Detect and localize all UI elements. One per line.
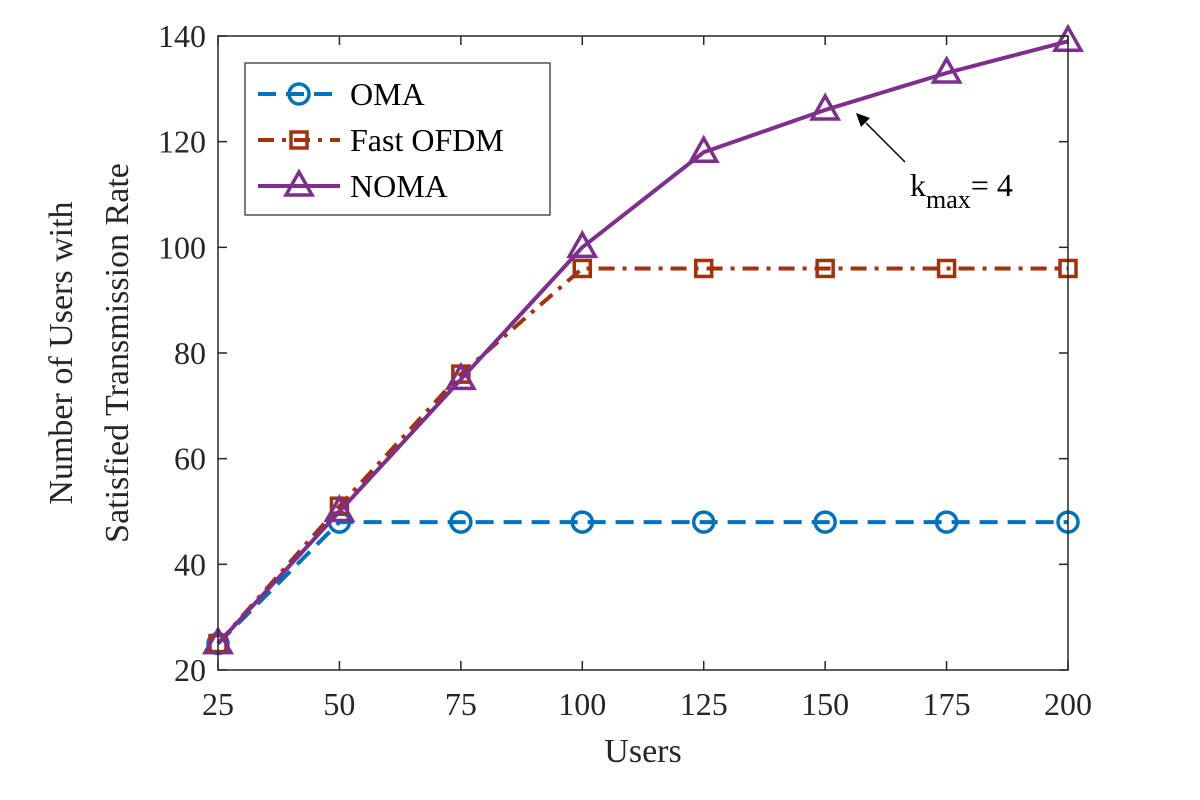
- data-point-oma: [449, 510, 473, 534]
- legend: OMA Fast OFDM NOMA: [244, 62, 551, 216]
- annotation-arrow-line: [865, 122, 906, 163]
- data-point-oma: [691, 510, 716, 534]
- data-point-oma: [934, 510, 959, 534]
- x-tick-label: 150: [801, 686, 849, 722]
- x-tick-label: 200: [1044, 686, 1092, 722]
- x-tick-label: 125: [680, 686, 728, 722]
- x-tick-label: 50: [323, 686, 355, 722]
- y-tick-label: 20: [174, 652, 206, 688]
- annotation-label: kmax= 4: [910, 167, 1013, 214]
- annotation-sub: max: [926, 185, 971, 214]
- y-tick-label: 60: [174, 441, 206, 477]
- legend-label: NOMA: [350, 168, 448, 204]
- data-point-fast-ofdm: [815, 258, 835, 279]
- series-noma: [202, 23, 1084, 655]
- legend-swatch-marker: [283, 168, 315, 197]
- ticks-layer: 25 50 75 100 125 150 175 200 20 40 60 80 100 120 140: [158, 18, 1092, 722]
- data-point-fast-ofdm: [572, 258, 593, 279]
- data-point-fast-ofdm: [693, 258, 714, 279]
- data-point-noma: [930, 55, 963, 84]
- x-tick-label: 100: [558, 686, 606, 722]
- annotation-k: k: [910, 167, 926, 203]
- data-point-fast-ofdm: [936, 258, 957, 279]
- data-point-oma: [813, 510, 837, 534]
- series-line-noma: [216, 39, 1069, 645]
- data-point-noma: [323, 493, 356, 523]
- y-axis-title-line1: Number of Users with: [43, 201, 80, 504]
- x-axis-title: Users: [604, 733, 681, 770]
- series-line-oma: [216, 520, 1068, 645]
- data-point-oma: [570, 510, 595, 534]
- data-point-noma: [809, 92, 842, 121]
- x-tick-label: 25: [202, 686, 234, 722]
- y-tick-label: 80: [174, 335, 206, 371]
- y-tick-label: 100: [158, 229, 206, 265]
- data-point-noma: [566, 229, 599, 259]
- x-tick-label: 175: [923, 686, 971, 722]
- data-point-noma: [687, 134, 720, 163]
- legend-swatch-marker: [289, 130, 309, 150]
- series-line-fast-ofdm: [216, 266, 1068, 645]
- data-point-noma: [444, 361, 477, 391]
- legend-swatch-marker: [287, 82, 311, 106]
- legend-item-fast-ofdm: Fast OFDM: [258, 122, 504, 158]
- x-tick-label: 75: [445, 686, 477, 722]
- legend-label: OMA: [350, 76, 425, 112]
- annotation: kmax= 4: [856, 113, 1013, 214]
- legend-item-noma: NOMA: [258, 168, 448, 204]
- y-tick-label: 120: [158, 124, 206, 160]
- legend-items: OMA Fast OFDM NOMA: [258, 76, 504, 204]
- legend-label: Fast OFDM: [350, 122, 504, 158]
- annotation-arrowhead: [856, 113, 870, 127]
- y-axis-title-line2: Satisfied Transmission Rate: [99, 163, 136, 543]
- legend-item-oma: OMA: [258, 76, 425, 112]
- y-tick-label: 40: [174, 546, 206, 582]
- annotation-value: = 4: [971, 167, 1013, 203]
- y-tick-label: 140: [158, 18, 206, 54]
